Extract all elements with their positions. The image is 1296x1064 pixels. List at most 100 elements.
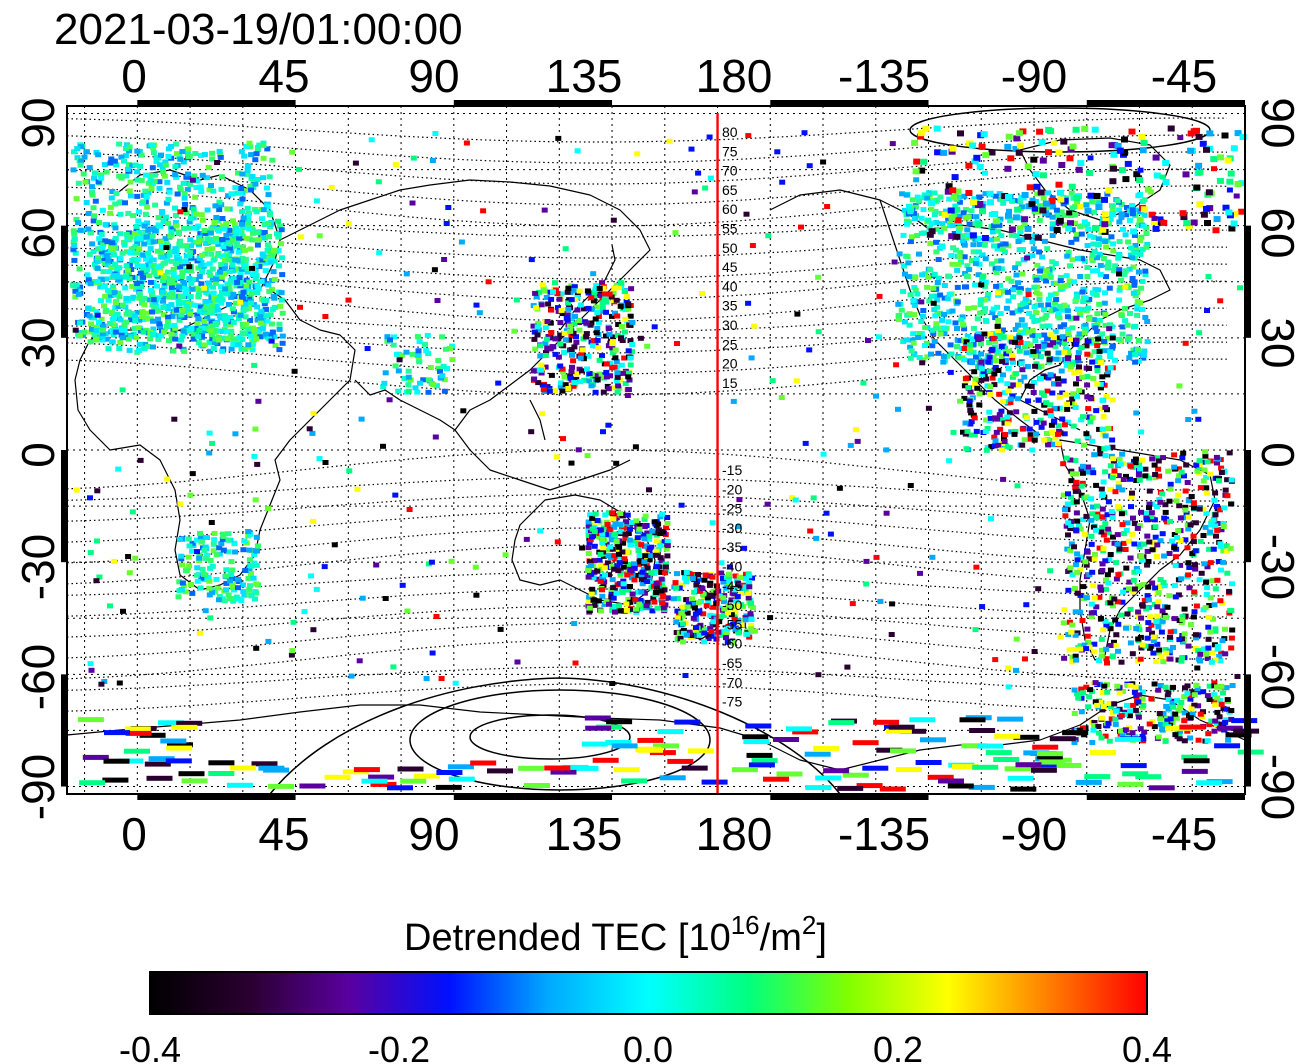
tec-point: [194, 320, 201, 326]
tec-point: [1096, 545, 1103, 551]
tec-point: [1152, 534, 1159, 540]
tec-point: [1195, 689, 1202, 695]
tec-point: [1040, 393, 1047, 399]
tec-point: [997, 331, 1004, 337]
tec-point: [240, 244, 246, 250]
tec-point: [1046, 357, 1053, 363]
tec-point: [1045, 440, 1051, 446]
tec-point: [176, 284, 183, 290]
tec-point: [1171, 616, 1178, 622]
mlat-contour: [66, 493, 1228, 523]
tec-point: [646, 536, 653, 542]
tec-point: [267, 312, 274, 318]
tec-point: [195, 294, 202, 300]
tec-point: [609, 385, 616, 391]
tec-point: [966, 402, 973, 408]
tec-point: [246, 587, 253, 593]
tec-point: [1019, 271, 1026, 277]
tec-point: [679, 582, 686, 588]
tec-point: [594, 534, 601, 539]
tec-point: [552, 336, 559, 342]
tec-point: [1135, 338, 1142, 343]
tec-point: [191, 173, 198, 179]
tec-point: [970, 325, 977, 331]
tec-point: [1123, 625, 1129, 631]
tec-point: [244, 167, 251, 173]
tec-point: [242, 346, 249, 352]
tec-point: [171, 331, 178, 337]
tec-point: [949, 261, 956, 267]
tec-point: [1074, 393, 1080, 399]
tec-point: [924, 195, 931, 201]
tec-point: [995, 442, 1002, 448]
tec-point: [1174, 535, 1181, 540]
tec-point: [545, 301, 552, 307]
tec-point: [241, 592, 248, 598]
tec-point: [586, 605, 593, 611]
tec-point: [1047, 274, 1054, 280]
tec-point: [1060, 620, 1067, 626]
tec-point: [569, 364, 575, 370]
tec-point: [1058, 162, 1066, 168]
tec-point: [136, 347, 142, 353]
tec-point: [1117, 461, 1124, 467]
tec-point: [1121, 306, 1128, 311]
tec-point: [1136, 523, 1143, 529]
tec-point: [145, 344, 151, 349]
tec-point: [254, 317, 261, 323]
tec-point: [1099, 568, 1106, 573]
tec-point: [260, 175, 267, 181]
tec-point: [640, 603, 647, 609]
tec-point: [1181, 718, 1188, 724]
tec-point: [1037, 417, 1044, 423]
tec-point: [1118, 313, 1125, 318]
tec-point: [934, 304, 941, 310]
tec-point: [1072, 458, 1079, 464]
tec-point: [116, 274, 123, 280]
tec-point: [1136, 544, 1143, 550]
bottom-lon-tick-label: 45: [258, 808, 309, 860]
tec-point: [1111, 540, 1118, 546]
tec-point: [1206, 614, 1212, 620]
tec-point: [700, 611, 707, 617]
tec-point: [225, 193, 232, 199]
tec-point: [1096, 699, 1103, 705]
tec-point: [641, 559, 648, 565]
tec-point: [172, 213, 179, 218]
tec-point: [1112, 357, 1118, 363]
tec-point: [658, 588, 664, 594]
tec-point: [1068, 364, 1074, 370]
tec-point: [132, 162, 139, 168]
tec-point: [1001, 436, 1007, 442]
tec-point: [1006, 410, 1013, 416]
tec-point: [1068, 183, 1076, 190]
tec-point: [1159, 618, 1166, 624]
tec-point: [179, 270, 186, 276]
tec-point: [1069, 572, 1076, 578]
tec-point: [229, 218, 236, 224]
tec-point: [939, 221, 946, 227]
tec-point: [531, 336, 538, 342]
tec-point: [612, 347, 619, 353]
tec-point: [1127, 252, 1134, 258]
tec-point: [117, 231, 124, 237]
tec-point: [1160, 711, 1167, 717]
tec-point: [212, 328, 218, 334]
tec-point: [195, 265, 202, 271]
tec-point: [693, 582, 700, 588]
tec-point: [234, 240, 240, 246]
tec-point: [196, 555, 203, 561]
tec-point: [1140, 355, 1147, 361]
tec-point: [1099, 492, 1106, 497]
tec-point: [577, 379, 584, 385]
tec-point: [967, 342, 973, 348]
tec-point: [600, 545, 607, 551]
tec-point: [255, 237, 262, 243]
tec-point: [1071, 544, 1077, 550]
tec-point: [1228, 708, 1235, 713]
tec-point: [620, 584, 627, 589]
tec-point: [986, 409, 993, 415]
tec-point: [1175, 466, 1182, 472]
tec-point: [933, 249, 940, 255]
tec-point: [990, 335, 997, 341]
